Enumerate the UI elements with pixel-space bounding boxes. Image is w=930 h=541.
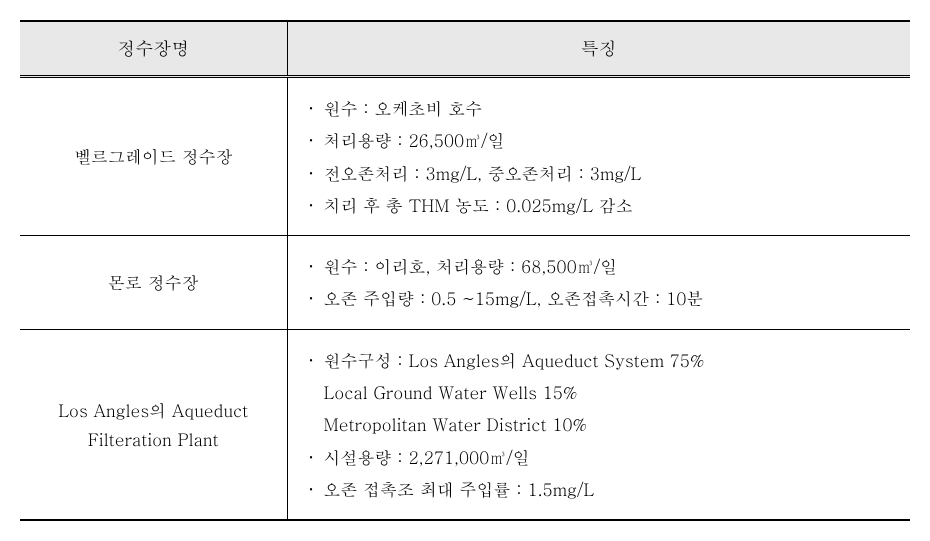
plant-table: 정수장명 특징 벨르그레이드 정수장 원수 : 오케초비 호수처리용량 : 26,… <box>20 20 910 521</box>
table-row: 벨르그레이드 정수장 원수 : 오케초비 호수처리용량 : 26,500㎥/일전오… <box>20 77 910 236</box>
feature-list: 원수 : 이리호, 처리용량 : 68,500㎥/일오존 주입량 : 0.5 ~… <box>304 250 895 315</box>
table-row: Los Angles의 AqueductFilteration Plant원수구… <box>20 329 910 520</box>
feature-item: 치리 후 총 THM 농도 : 0.025mg/L 감소 <box>304 189 895 221</box>
feature-item: 전오존처리 : 3mg/L, 중오존처리 : 3mg/L <box>304 157 895 189</box>
plant-features-cell: 원수 : 오케초비 호수처리용량 : 26,500㎥/일전오존처리 : 3mg/… <box>287 77 910 236</box>
feature-item: 원수 : 오케초비 호수 <box>304 92 895 124</box>
feature-item: 처리용량 : 26,500㎥/일 <box>304 124 895 156</box>
column-header-features: 특징 <box>287 21 910 77</box>
plant-name-line: 벨르그레이드 정수장 <box>36 142 271 171</box>
table-header-row: 정수장명 특징 <box>20 21 910 77</box>
column-header-name: 정수장명 <box>20 21 287 77</box>
feature-list: 원수 : 오케초비 호수처리용량 : 26,500㎥/일전오존처리 : 3mg/… <box>304 92 895 221</box>
plant-name-cell: 몬로 정수장 <box>20 236 287 330</box>
feature-item: 시설용량 : 2,271,000㎥/일 <box>304 441 895 473</box>
table-row: 몬로 정수장 원수 : 이리호, 처리용량 : 68,500㎥/일오존 주입량 :… <box>20 236 910 330</box>
feature-item: 오존 주입량 : 0.5 ~15mg/L, 오존접촉시간 : 10분 <box>304 282 895 314</box>
feature-item: 원수구성 : Los Angles의 Aqueduct System 75% <box>304 344 895 376</box>
plant-name-line: Los Angles의 Aqueduct <box>36 396 271 425</box>
plant-name-line: Filteration Plant <box>36 425 271 454</box>
plant-name-cell: 벨르그레이드 정수장 <box>20 77 287 236</box>
plant-name-cell: Los Angles의 AqueductFilteration Plant <box>20 329 287 520</box>
feature-list: 원수구성 : Los Angles의 Aqueduct System 75%Lo… <box>304 344 895 505</box>
plant-features-cell: 원수구성 : Los Angles의 Aqueduct System 75%Lo… <box>287 329 910 520</box>
plant-name-line: 몬로 정수장 <box>36 268 271 297</box>
feature-item: 오존 접촉조 최대 주입률 : 1.5mg/L <box>304 473 895 505</box>
feature-item: Local Ground Water Wells 15% <box>304 376 895 408</box>
plant-features-cell: 원수 : 이리호, 처리용량 : 68,500㎥/일오존 주입량 : 0.5 ~… <box>287 236 910 330</box>
feature-item: Metropolitan Water District 10% <box>304 408 895 440</box>
feature-item: 원수 : 이리호, 처리용량 : 68,500㎥/일 <box>304 250 895 282</box>
